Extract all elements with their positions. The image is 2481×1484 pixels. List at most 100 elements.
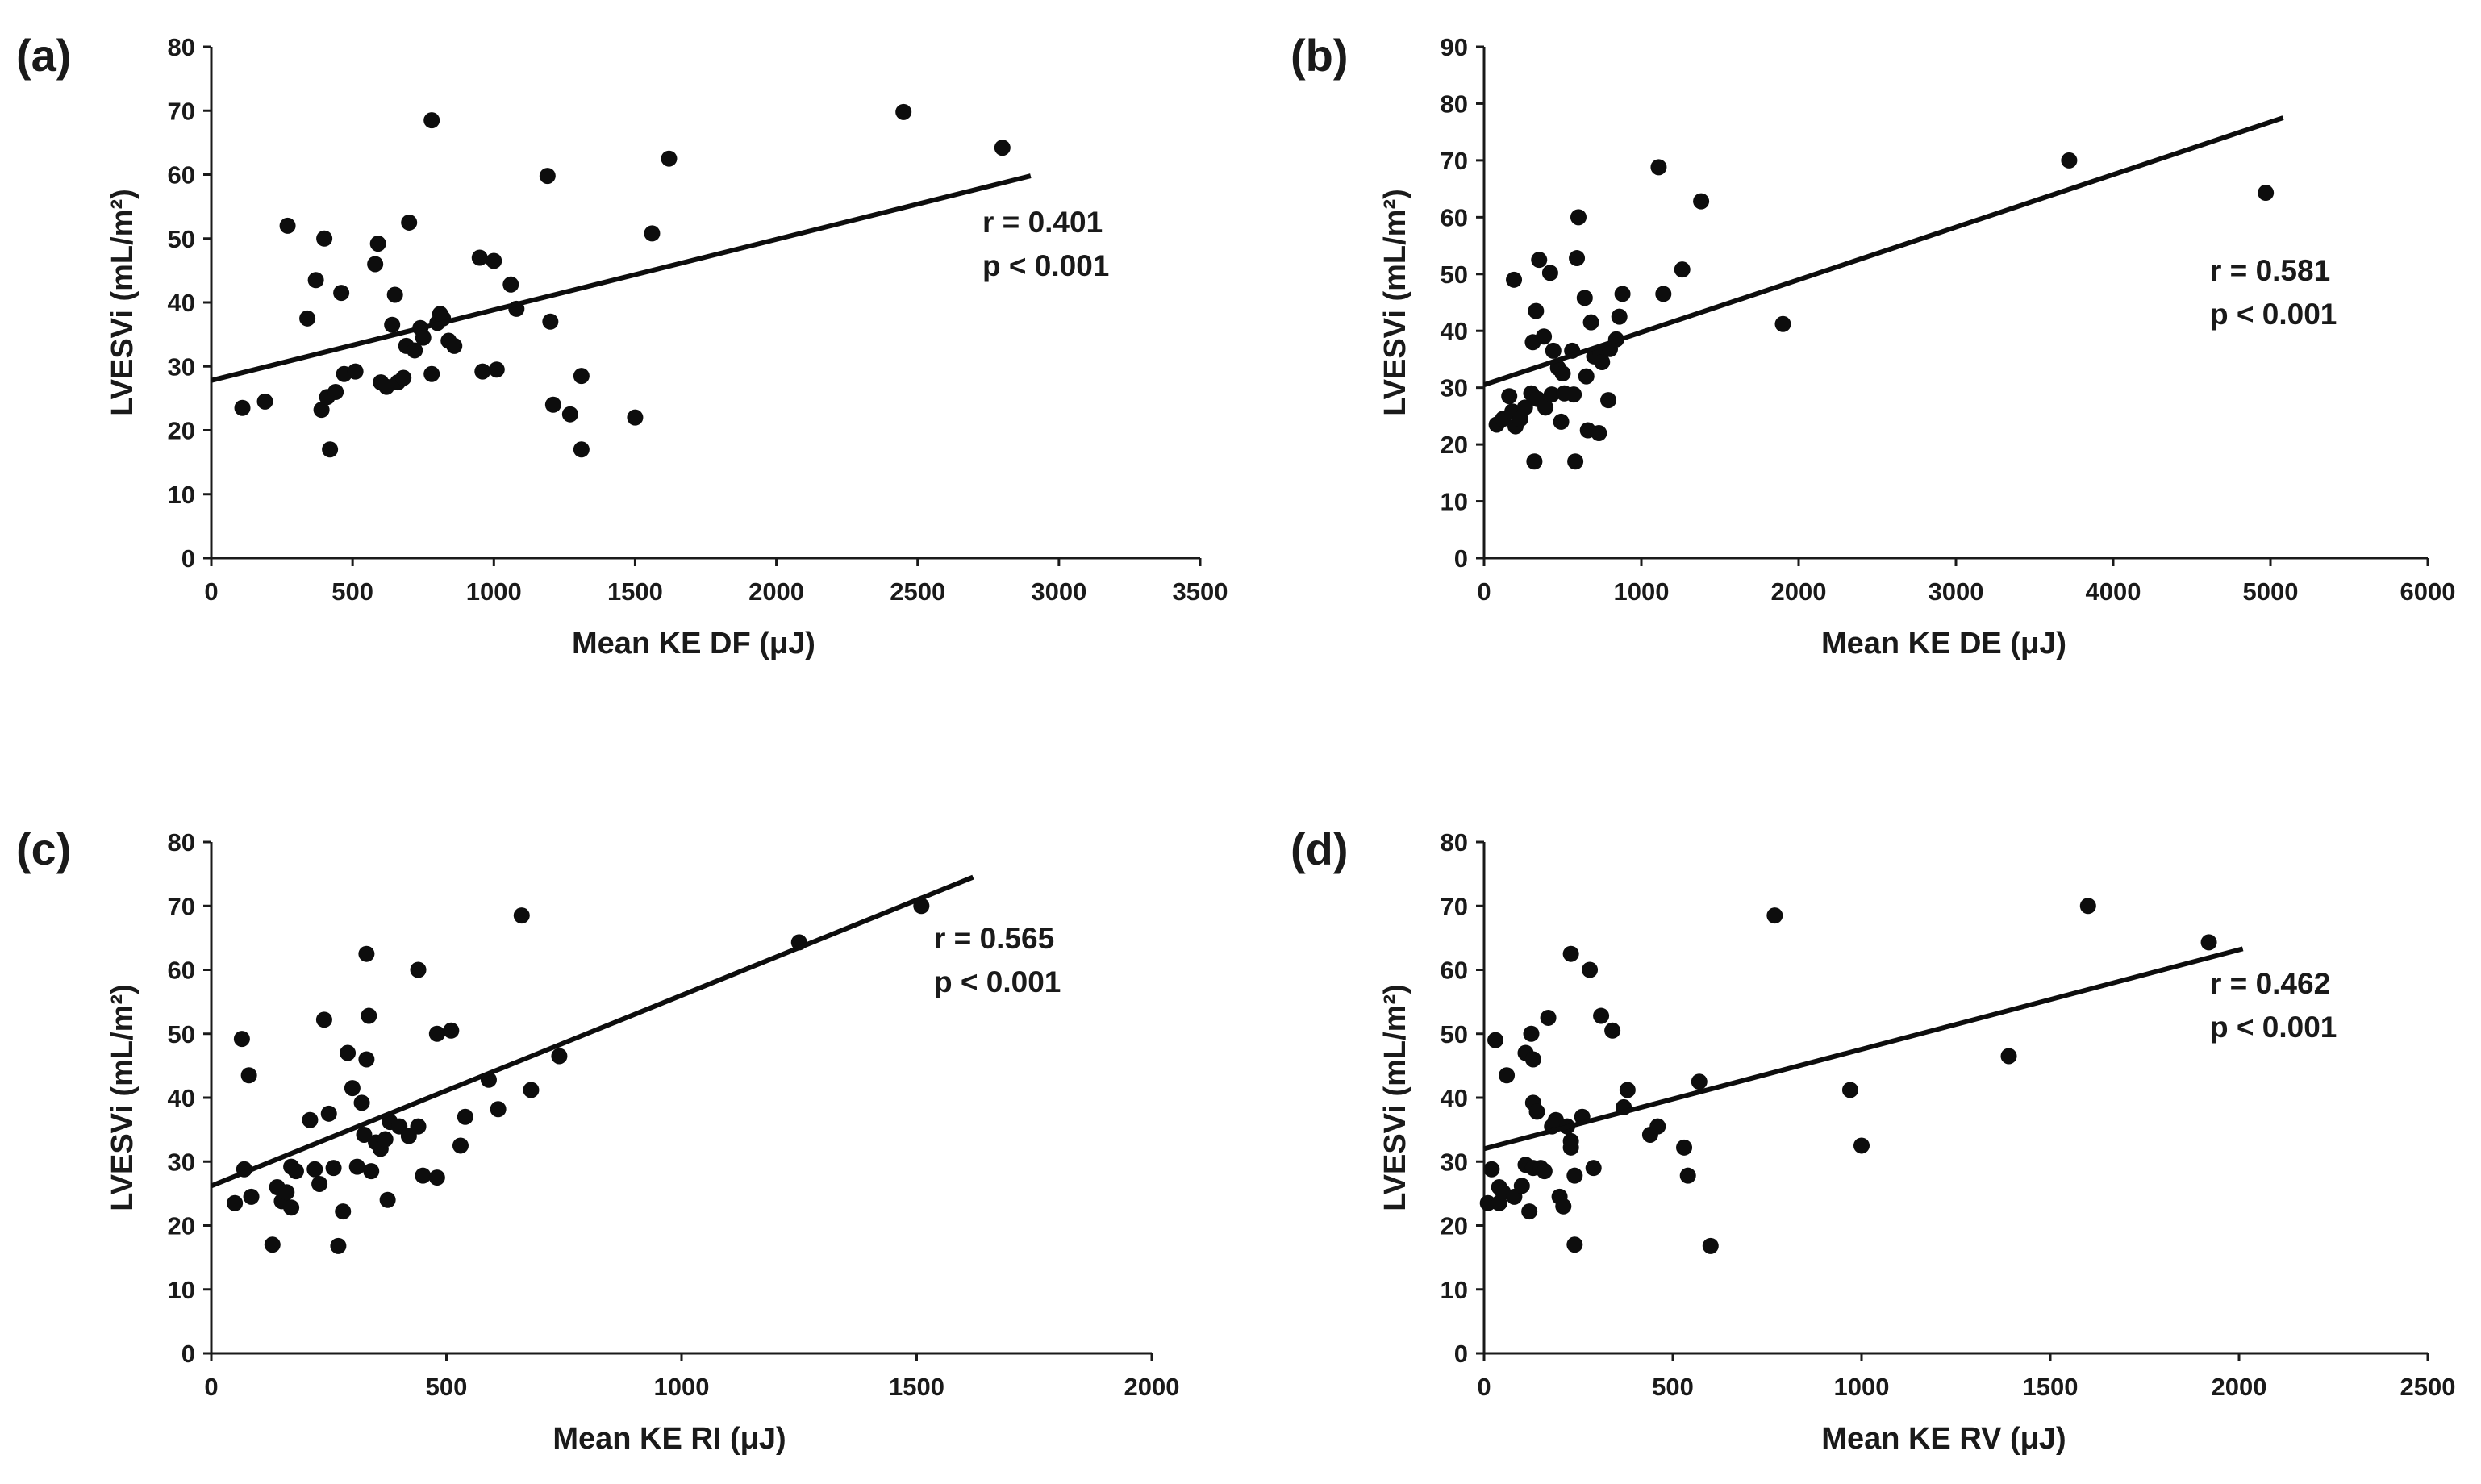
- data-point: [1499, 1067, 1516, 1084]
- data-point: [1593, 1007, 1610, 1024]
- data-point: [474, 363, 491, 380]
- trend-line: [210, 874, 974, 1189]
- data-point: [283, 1199, 300, 1216]
- data-point: [264, 1236, 281, 1253]
- data-point: [1545, 342, 1562, 359]
- data-point: [561, 406, 578, 423]
- data-point: [486, 252, 502, 269]
- y-tick-label: 70: [1441, 892, 1468, 920]
- data-point: [1693, 193, 1710, 210]
- data-point: [333, 285, 350, 302]
- data-point: [1650, 159, 1667, 176]
- data-point: [1562, 945, 1579, 962]
- y-tick-label: 0: [1454, 544, 1468, 573]
- data-point: [994, 140, 1011, 156]
- x-tick-label: 1500: [889, 1373, 944, 1401]
- data-point: [1531, 252, 1548, 269]
- data-point: [325, 1160, 342, 1177]
- x-tick-label: 0: [1477, 1373, 1491, 1401]
- y-tick-label: 60: [168, 957, 195, 985]
- p-value: p < 0.001: [934, 965, 1061, 998]
- data-point: [395, 369, 412, 386]
- y-tick-label: 40: [168, 289, 195, 317]
- data-point: [379, 1191, 396, 1208]
- chart-panel-b: (b) 0 10 20 30 40 50 60 70 80 90 0 1000 2000 3000 4000 5…: [1291, 30, 2455, 661]
- x-axis-label: Mean KE RI (μJ): [552, 1422, 786, 1456]
- data-point: [1569, 250, 1586, 267]
- data-point: [1578, 368, 1595, 385]
- x-tick-label: 3000: [1031, 577, 1086, 606]
- data-point: [369, 236, 386, 252]
- x-tick-label: 2500: [890, 577, 945, 606]
- data-point: [2000, 1048, 2017, 1065]
- correlation-r: r = 0.565: [934, 922, 1054, 955]
- data-point: [233, 1031, 250, 1048]
- y-tick-label: 20: [1441, 1212, 1468, 1240]
- data-point: [428, 1169, 445, 1186]
- p-value: p < 0.001: [2210, 298, 2337, 331]
- data-point: [1702, 1237, 1719, 1254]
- x-tick-label: 5000: [2243, 577, 2299, 606]
- data-point: [523, 1082, 540, 1098]
- y-tick-label: 20: [1441, 431, 1468, 459]
- data-point: [315, 1011, 332, 1028]
- data-point: [377, 1131, 394, 1148]
- data-point: [452, 1137, 469, 1154]
- data-point: [287, 1163, 304, 1180]
- x-tick-label: 1500: [2023, 1373, 2079, 1401]
- data-point: [1528, 1103, 1545, 1120]
- x-tick-label: 1000: [1834, 1373, 1890, 1401]
- y-tick-label: 60: [1441, 957, 1468, 985]
- data-point: [307, 272, 324, 289]
- y-tick-label: 30: [168, 352, 195, 381]
- data-point: [415, 1167, 432, 1184]
- panel-label: (d): [1291, 823, 1349, 874]
- trend-line: [1483, 946, 2244, 1152]
- x-tick-label: 1000: [654, 1373, 710, 1401]
- data-point: [1540, 1009, 1557, 1026]
- x-tick-label: 500: [1652, 1373, 1694, 1401]
- data-point: [330, 1237, 347, 1254]
- data-point: [423, 112, 440, 129]
- y-axis-label: LVESVi (mL/m²): [1378, 984, 1412, 1211]
- y-tick-label: 70: [168, 97, 195, 125]
- y-tick-label: 30: [1441, 1148, 1468, 1176]
- data-point: [2258, 185, 2275, 202]
- x-tick-label: 2000: [748, 577, 804, 606]
- data-point: [1536, 328, 1553, 345]
- data-point: [1526, 453, 1543, 470]
- data-point: [302, 1111, 319, 1128]
- y-tick-label: 30: [168, 1148, 195, 1176]
- data-point: [551, 1048, 568, 1065]
- x-tick-label: 6000: [2400, 577, 2456, 606]
- data-point: [316, 230, 333, 247]
- chart-panel-c: (c) 0 10 20 30 40 50 60 70 80 0 500 1000 1500 2000 Mean…: [16, 823, 1179, 1456]
- p-value: p < 0.001: [982, 249, 1109, 282]
- y-tick-label: 80: [1441, 90, 1468, 118]
- data-point: [490, 1101, 507, 1118]
- y-tick-label: 90: [1441, 33, 1468, 61]
- x-tick-label: 2000: [2212, 1373, 2267, 1401]
- data-point: [311, 1175, 328, 1192]
- data-point: [2079, 898, 2096, 915]
- correlation-r: r = 0.581: [2210, 254, 2330, 287]
- data-point: [1543, 386, 1560, 403]
- data-point: [895, 103, 912, 120]
- x-axis-label: Mean KE DE (μJ): [1821, 627, 2066, 661]
- x-axis-label: Mean KE DF (μJ): [572, 627, 815, 661]
- panel-label: (a): [16, 30, 71, 81]
- y-tick-label: 0: [181, 1340, 195, 1368]
- data-point: [386, 286, 403, 303]
- x-tick-label: 0: [1477, 577, 1491, 606]
- data-point: [1853, 1137, 1870, 1154]
- data-point: [1649, 1118, 1666, 1135]
- data-point: [1487, 1032, 1504, 1048]
- data-point: [1501, 388, 1518, 405]
- data-point: [1566, 1236, 1583, 1253]
- data-point: [1691, 1073, 1708, 1090]
- data-point: [1562, 1139, 1579, 1156]
- y-tick-label: 30: [1441, 374, 1468, 402]
- panel-label: (b): [1291, 30, 1349, 81]
- data-point: [1604, 1022, 1621, 1039]
- data-point: [1766, 907, 1783, 924]
